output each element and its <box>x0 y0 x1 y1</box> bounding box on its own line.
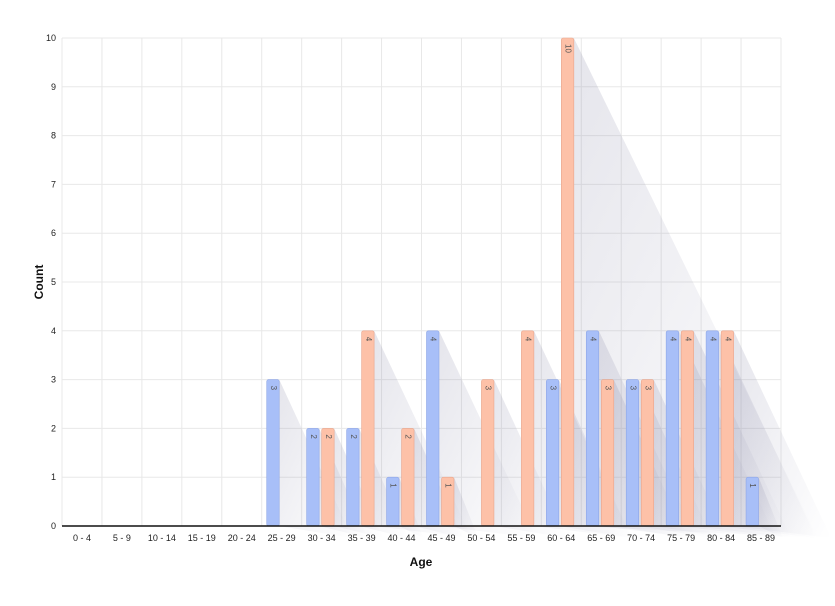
x-tick-label: 45 - 49 <box>427 533 455 543</box>
x-tick-label: 70 - 74 <box>627 533 655 543</box>
x-tick-label: 30 - 34 <box>308 533 336 543</box>
x-tick-label: 5 - 9 <box>113 533 131 543</box>
bar-data-label: 4 <box>668 337 677 342</box>
x-tick-label: 80 - 84 <box>707 533 735 543</box>
y-tick-label: 2 <box>51 423 56 433</box>
y-tick-label: 10 <box>46 33 56 43</box>
bar-data-label: 4 <box>588 337 597 342</box>
x-tick-label: 10 - 14 <box>148 533 176 543</box>
y-tick-label: 4 <box>51 326 56 336</box>
bar <box>585 330 600 527</box>
x-tick-label: 15 - 19 <box>188 533 216 543</box>
bar-data-label: 4 <box>683 337 692 342</box>
x-tick-label: 40 - 44 <box>388 533 416 543</box>
x-axis-label: Age <box>410 555 433 569</box>
bar-data-label: 3 <box>603 386 612 391</box>
bar-data-label: 3 <box>484 386 493 391</box>
bar <box>426 330 440 527</box>
x-tick-label: 20 - 24 <box>228 533 256 543</box>
y-tick-label: 7 <box>51 179 56 189</box>
bar-data-label: 3 <box>628 386 637 391</box>
bar-data-label: 3 <box>548 386 557 391</box>
bar <box>361 330 375 527</box>
y-tick-label: 9 <box>51 82 56 92</box>
y-tick-label: 8 <box>51 131 56 141</box>
bar <box>266 379 280 527</box>
bar-data-label: 4 <box>723 337 732 342</box>
bar-data-label: 4 <box>524 337 533 342</box>
bar-data-label: 2 <box>349 434 358 439</box>
bar <box>321 428 335 527</box>
bar <box>561 37 575 527</box>
bar <box>546 379 560 527</box>
x-tick-label: 35 - 39 <box>348 533 376 543</box>
x-tick-label: 55 - 59 <box>507 533 535 543</box>
bar-data-label: 2 <box>404 434 413 439</box>
x-tick-label: 65 - 69 <box>587 533 615 543</box>
bar-data-label: 1 <box>389 483 398 488</box>
y-tick-label: 5 <box>51 277 56 287</box>
bar <box>346 428 360 527</box>
y-axis-label: Count <box>32 265 46 300</box>
bar <box>401 428 415 527</box>
bar <box>705 330 719 527</box>
bar-data-label: 3 <box>643 386 652 391</box>
y-tick-label: 3 <box>51 375 56 385</box>
x-tick-label: 50 - 54 <box>467 533 495 543</box>
bar <box>720 330 734 527</box>
bar <box>680 330 694 527</box>
x-tick-label: 25 - 29 <box>268 533 296 543</box>
bar-data-label: 2 <box>324 434 333 439</box>
bar-data-label: 4 <box>708 337 717 342</box>
bar <box>600 379 615 527</box>
x-tick-label: 75 - 79 <box>667 533 695 543</box>
bar-data-label: 10 <box>563 44 572 53</box>
bar-data-label: 3 <box>269 386 278 391</box>
bar-data-label: 1 <box>444 483 453 488</box>
bar <box>521 330 535 527</box>
bar <box>665 330 679 527</box>
y-tick-label: 0 <box>51 521 56 531</box>
bar-shadow <box>454 477 479 538</box>
bar-data-label: 4 <box>364 337 373 342</box>
bar <box>625 379 640 527</box>
bar-data-label: 4 <box>429 337 438 342</box>
y-tick-label: 6 <box>51 228 56 238</box>
bar-data-label: 2 <box>309 434 318 439</box>
x-tick-label: 0 - 4 <box>73 533 91 543</box>
bar-data-label: 1 <box>748 483 757 488</box>
x-tick-label: 60 - 64 <box>547 533 575 543</box>
x-tick-label: 85 - 89 <box>747 533 775 543</box>
bar <box>481 379 495 527</box>
y-tick-label: 1 <box>51 472 56 482</box>
bar <box>640 379 655 527</box>
bar <box>306 428 320 527</box>
